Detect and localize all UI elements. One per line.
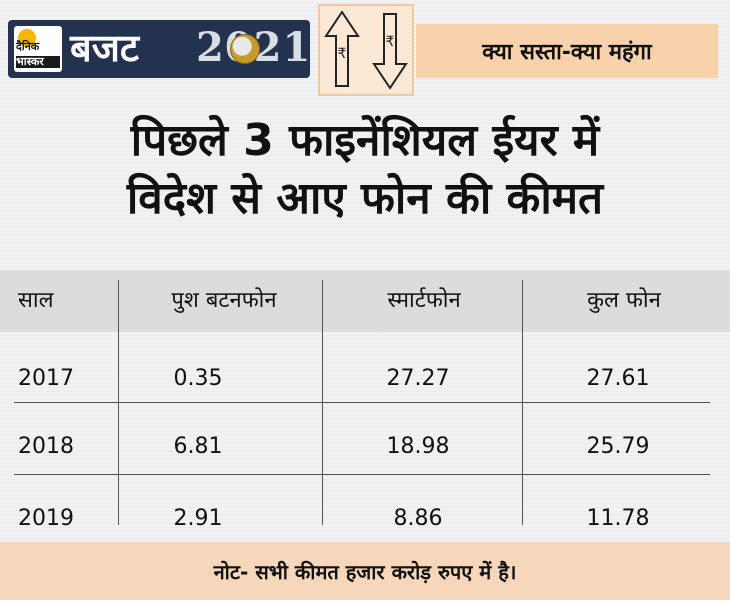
- year-cell: 2019: [18, 506, 74, 531]
- price-table: साल पुश बटनफोन स्मार्टफोन कुल फोन 2017 0.35 27…: [0, 270, 730, 538]
- value-cell: 8.86: [393, 506, 443, 531]
- page-title: पिछले 3 फाइनेंशियल ईयर में विदेश से आए फ…: [0, 112, 730, 228]
- column-header: पुश बटनफोन: [171, 288, 277, 313]
- svg-text:₹: ₹: [386, 34, 395, 50]
- title-line-1: पिछले 3 फाइनेंशियल ईयर में: [130, 115, 600, 166]
- row-divider: [14, 402, 710, 403]
- year-cell: 2018: [18, 434, 74, 459]
- column-header: कुल फोन: [587, 288, 661, 313]
- value-cell: 11.78: [586, 506, 650, 531]
- column-header: साल: [18, 288, 54, 313]
- table-header-band: [0, 270, 730, 332]
- value-cell: 27.27: [386, 366, 450, 391]
- value-cell: 0.35: [173, 366, 223, 391]
- budget-2021-badge: दैनिक भास्कर बजट 2021: [8, 20, 310, 78]
- price-arrows-card: ₹ ₹: [318, 4, 414, 96]
- value-cell: 2.91: [173, 506, 223, 531]
- footer: नोट- सभी कीमत हजार करोड़ रुपए में है।: [0, 542, 730, 600]
- coin-icon: [230, 34, 260, 64]
- logo-line-1: दैनिक: [16, 40, 40, 53]
- header: दैनिक भास्कर बजट 2021 ₹ ₹ क्या सस्ता-क्य…: [0, 0, 730, 100]
- year-cell: 2017: [18, 366, 74, 391]
- value-cell: 25.79: [586, 434, 650, 459]
- value-cell: 27.61: [586, 366, 650, 391]
- up-down-rupee-arrows-icon: ₹ ₹: [324, 10, 408, 90]
- tagline: क्या सस्ता-क्या महंगा: [482, 40, 652, 65]
- tagline-box: क्या सस्ता-क्या महंगा: [416, 24, 718, 78]
- sun-icon: [18, 29, 36, 47]
- column-header: स्मार्टफोन: [387, 288, 461, 313]
- value-cell: 6.81: [173, 434, 223, 459]
- logo-line-2: भास्कर: [16, 56, 60, 68]
- budget-word: बजट: [70, 26, 140, 70]
- value-cell: 18.98: [386, 434, 450, 459]
- title-line-2: विदेश से आए फोन की कीमत: [126, 173, 604, 224]
- row-divider: [14, 474, 710, 475]
- dainik-bhaskar-logo: दैनिक भास्कर: [14, 26, 62, 72]
- svg-text:₹: ₹: [338, 46, 347, 62]
- footer-note: नोट- सभी कीमत हजार करोड़ रुपए में है।: [213, 559, 517, 584]
